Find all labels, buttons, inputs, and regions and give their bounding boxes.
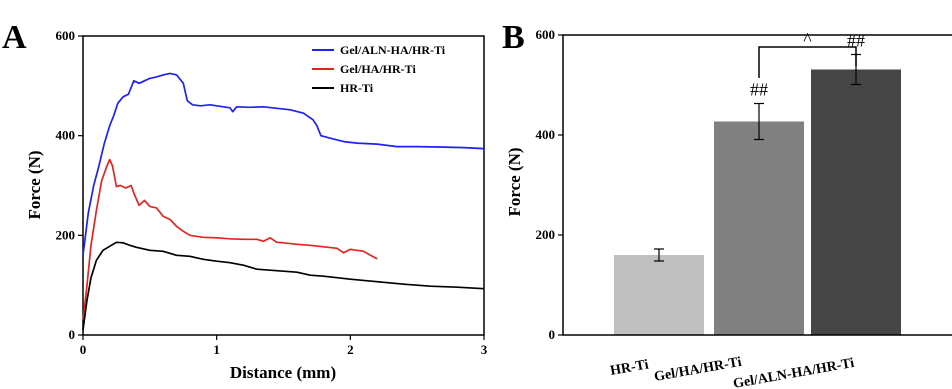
panel-b-bars (614, 53, 901, 335)
panel-a-y-tick-label: 0 (69, 327, 76, 342)
panel-b-plot-area (562, 34, 952, 336)
panel-b-category-label-2: Gel/ALN-HA/HR-Ti (732, 356, 855, 389)
panel-a-legend: Gel/ALN-HA/HR-Ti Gel/HA/HR-Ti HR-Ti (312, 43, 446, 95)
panel-b-category-label-1: Gel/HA/HR-Ti (653, 355, 743, 385)
panel-a-legend-label-2: HR-Ti (340, 81, 374, 95)
panel-b-bar-1 (714, 121, 804, 335)
panel-a-x-tick-label: 0 (80, 342, 87, 357)
panel-a-x-axis-label: Distance (mm) (230, 363, 336, 382)
panel-a-series-line-0 (82, 72, 485, 256)
panel-b-bar-0 (614, 255, 704, 335)
panel-b-y-tick-label: 0 (549, 327, 556, 342)
panel-a-legend-label-0: Gel/ALN-HA/HR-Ti (340, 43, 446, 57)
panel-a-legend-label-1: Gel/HA/HR-Ti (340, 62, 416, 76)
panel-a-y-tick-label: 600 (56, 28, 76, 43)
panel-a-x-tick-label: 2 (347, 342, 354, 357)
panel-b-letter: B (502, 19, 525, 56)
panel-b-y-tick-label: 200 (536, 227, 556, 242)
panel-b-significance-label-1: ## (750, 80, 768, 100)
panel-a-plot-frame (82, 35, 485, 336)
panel-a-y-tick-label: 200 (56, 227, 76, 242)
panel-a-plot-area (82, 35, 485, 336)
panel-a: A 0 1 2 3 0 200 400 600 Gel/ALN-HA/HR-Ti Gel/HA/… (2, 19, 488, 382)
panel-b-y-tick-label: 400 (536, 127, 556, 142)
panel-b-y-tick-label: 600 (536, 27, 556, 42)
panel-a-x-tick-label: 3 (481, 342, 488, 357)
panel-b-y-axis-label: Force (N) (505, 147, 524, 216)
panel-b-comparison-bracket (758, 46, 857, 78)
panel-a-x-tick-label: 1 (213, 342, 220, 357)
panel-b-significance-label-2: ## (847, 31, 865, 51)
panel-a-series (82, 72, 485, 331)
panel-b-annotations: ## ## ^ (750, 29, 865, 100)
panel-a-y-tick-label: 400 (56, 128, 76, 143)
panel-a-series-line-1 (82, 158, 378, 321)
panel-b-plot-frame (562, 34, 952, 336)
panel-a-y-axis-label: Force (N) (25, 150, 44, 219)
panel-a-ticks: 0 1 2 3 0 200 400 600 (56, 28, 488, 357)
panel-a-series-line-2 (82, 241, 485, 331)
panel-a-letter: A (2, 19, 27, 56)
panel-b-bar-2 (811, 69, 901, 335)
panel-b-category-label-0: HR-Ti (609, 357, 650, 379)
panel-b-comparison-label: ^ (803, 29, 812, 49)
